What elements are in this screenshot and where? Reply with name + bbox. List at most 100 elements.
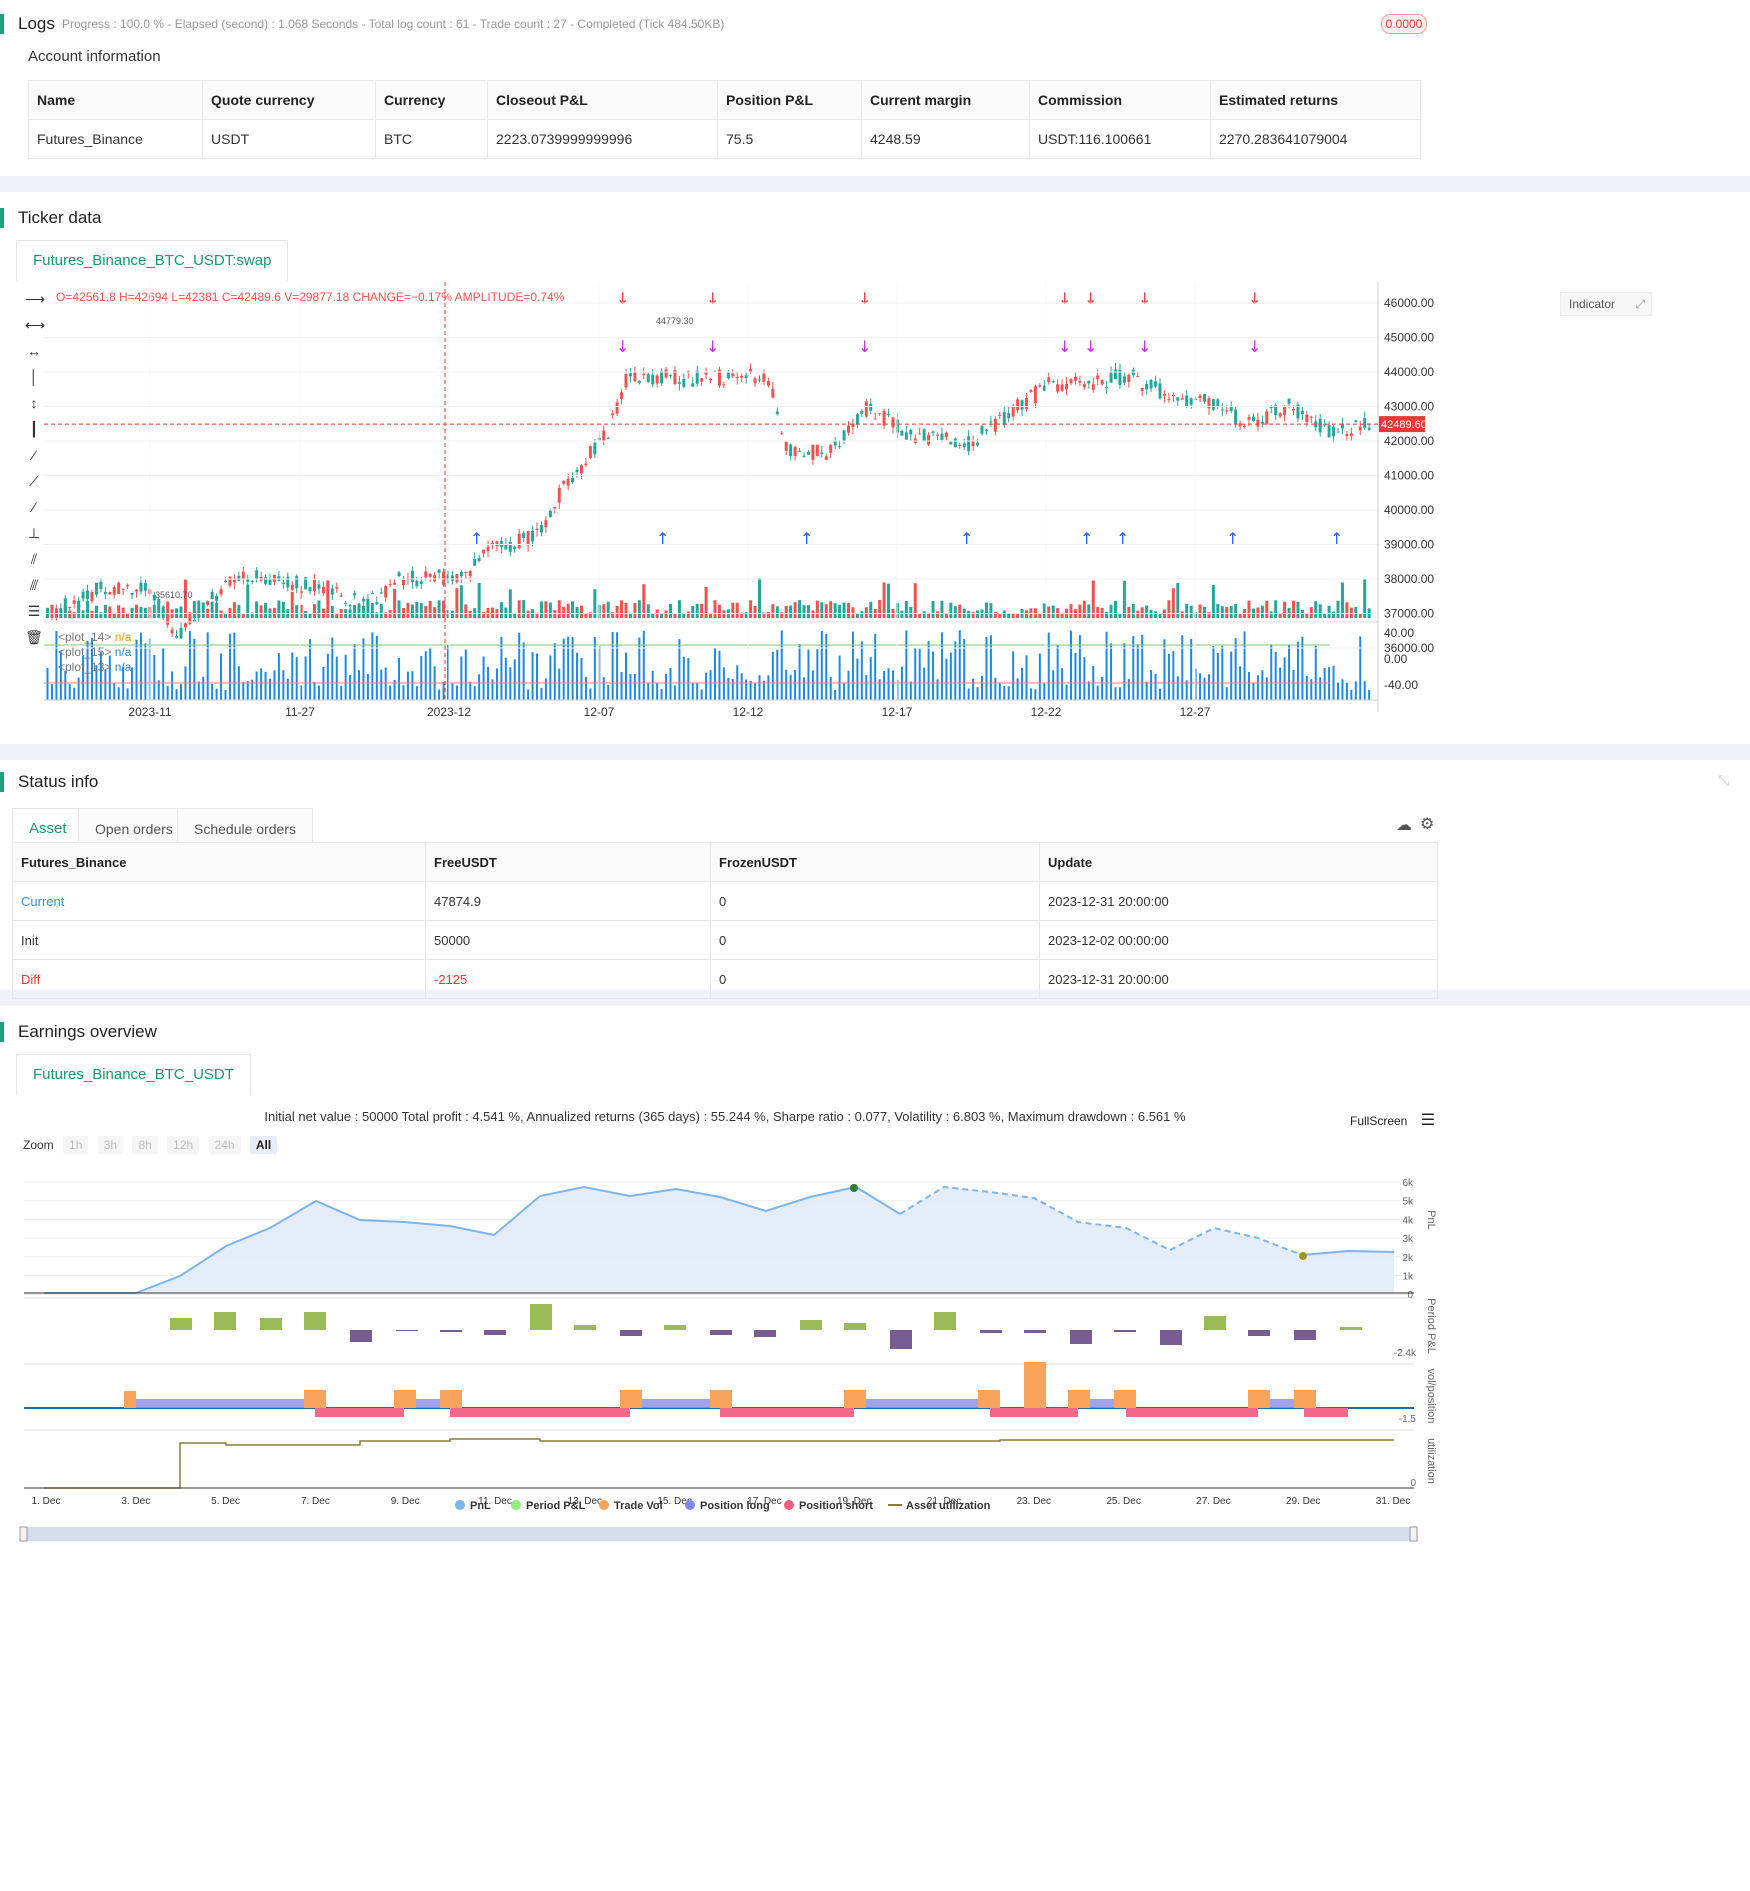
- trade-vol-bar: [440, 1390, 462, 1408]
- candle-body: [499, 540, 503, 547]
- short-arrow-icon: ↓: [858, 289, 871, 308]
- asset-row-label[interactable]: Current: [12, 881, 426, 921]
- trade-vol-bar: [710, 1390, 732, 1408]
- date-tick-label: 17. Dec: [747, 1496, 781, 1507]
- oscillator-bar: [949, 652, 952, 700]
- oscillator-bar: [68, 684, 71, 700]
- indicator-button[interactable]: Indicator ⤢: [1560, 292, 1652, 316]
- volume-bar: [424, 606, 428, 618]
- zoom-8h[interactable]: 8h: [132, 1136, 158, 1154]
- legend-marker: [599, 1500, 609, 1510]
- trade-vol-bar: [394, 1390, 416, 1408]
- volume-bar: [989, 603, 993, 618]
- oscillator-bar: [989, 635, 992, 700]
- oscillator-bar: [584, 676, 587, 700]
- ticker-tab[interactable]: Futures_Binance_BTC_USDT:swap: [16, 240, 289, 281]
- candle-body: [304, 577, 308, 590]
- volume-bar: [593, 589, 597, 618]
- trend-line-icon[interactable]: ⁄: [32, 447, 36, 463]
- candle-body: [90, 592, 94, 602]
- candle-body: [900, 430, 904, 436]
- zoom-1h[interactable]: 1h: [63, 1136, 89, 1154]
- parallel-channel-icon[interactable]: ⫽: [30, 551, 38, 567]
- candle-body: [1185, 395, 1189, 407]
- candle-body: [1025, 398, 1028, 409]
- vertical-segment-icon[interactable]: ┃: [29, 421, 39, 437]
- period-pnl-bar: [574, 1325, 596, 1330]
- cloud-download-icon[interactable]: ☁: [1396, 817, 1412, 834]
- candle-body: [758, 379, 761, 381]
- oscillator-bar: [300, 685, 303, 700]
- period-pnl-bar: [530, 1304, 552, 1330]
- zoom-12h[interactable]: 12h: [167, 1136, 200, 1154]
- status-collapse-icon[interactable]: ⤡: [1718, 772, 1730, 788]
- candle-body: [700, 378, 704, 382]
- zoom-all[interactable]: All: [249, 1136, 278, 1154]
- oscillator-bar: [1038, 653, 1041, 700]
- volume-bar: [811, 610, 815, 618]
- candle-body: [139, 582, 143, 592]
- zoom-24h[interactable]: 24h: [208, 1136, 241, 1154]
- price-tick-label: 38000.00: [1384, 572, 1434, 586]
- account-header: Commission: [1029, 80, 1211, 120]
- vertical-line-icon[interactable]: │: [29, 369, 39, 385]
- pnl-line: [44, 1185, 901, 1294]
- volume-bar: [829, 601, 833, 618]
- candle-body: [1158, 383, 1162, 399]
- oscillator-bar: [1043, 682, 1046, 700]
- oscillator-bar: [113, 682, 116, 700]
- price-label-icon[interactable]: ⊥: [27, 525, 41, 541]
- fullscreen-button[interactable]: FullScreen ☰: [1350, 1112, 1436, 1129]
- oscillator-bar: [340, 685, 343, 700]
- volume-bar: [628, 612, 632, 618]
- candle-body: [620, 392, 624, 399]
- expand-icon[interactable]: ⤢: [1635, 297, 1645, 311]
- candle-body: [1265, 411, 1269, 424]
- candle-body: [593, 442, 597, 455]
- zoom-3h[interactable]: 3h: [97, 1136, 124, 1154]
- fib-channel-icon[interactable]: ⫻: [29, 577, 39, 593]
- volume-bar: [508, 589, 512, 618]
- menu-icon[interactable]: ☰: [1420, 1112, 1436, 1129]
- volume-bar: [361, 605, 365, 618]
- volume-bar: [673, 613, 677, 618]
- volume-bar: [482, 612, 486, 618]
- horizontal-ray-icon[interactable]: ⟶: [25, 291, 46, 307]
- oscillator-bar: [602, 677, 605, 700]
- settings-gear-icon[interactable]: ⚙: [1420, 816, 1435, 833]
- volume-bar: [1082, 600, 1086, 618]
- ray-line-icon[interactable]: ⟋: [29, 473, 39, 489]
- oscillator-bar: [860, 641, 863, 700]
- period-pnl-bar: [1114, 1330, 1136, 1332]
- oscillator-bar: [1305, 675, 1308, 700]
- segment-line-icon[interactable]: ∕: [32, 499, 36, 515]
- vertical-ray-icon[interactable]: ↕: [30, 395, 38, 411]
- candle-body: [1194, 398, 1198, 400]
- candle-body: [838, 446, 842, 448]
- candle-body: [1033, 386, 1037, 404]
- candle-body: [1349, 433, 1353, 437]
- oscillator-bar: [1310, 679, 1313, 700]
- oscillator-bar: [50, 684, 53, 700]
- trash-icon[interactable]: 🗑: [25, 629, 43, 645]
- oscillator-bar: [1265, 677, 1268, 700]
- candle-body: [735, 376, 739, 378]
- oscillator-bar: [945, 658, 948, 700]
- earnings-tab[interactable]: Futures_Binance_BTC_USDT: [16, 1054, 251, 1095]
- candle-body: [544, 520, 548, 528]
- horizontal-segment-icon[interactable]: ↔: [27, 343, 41, 359]
- horizontal-line-icon[interactable]: ⟷: [25, 317, 46, 333]
- volume-bar: [695, 603, 699, 618]
- oscillator-bar: [264, 671, 267, 700]
- fib-retracement-icon[interactable]: ☰: [27, 603, 41, 619]
- candle-body: [108, 592, 112, 595]
- candle-body: [299, 591, 303, 594]
- volume-bar: [54, 611, 58, 618]
- candle-body: [210, 591, 214, 600]
- legend-marker: [511, 1500, 521, 1510]
- volume-bar: [855, 613, 859, 618]
- oscillator-bar: [260, 668, 263, 700]
- asset-header-row: Futures_Binance FreeUSDT FrozenUSDT Upda…: [12, 842, 1438, 882]
- time-tick-label: 12-22: [1031, 705, 1062, 719]
- period-pnl-bar: [934, 1312, 956, 1330]
